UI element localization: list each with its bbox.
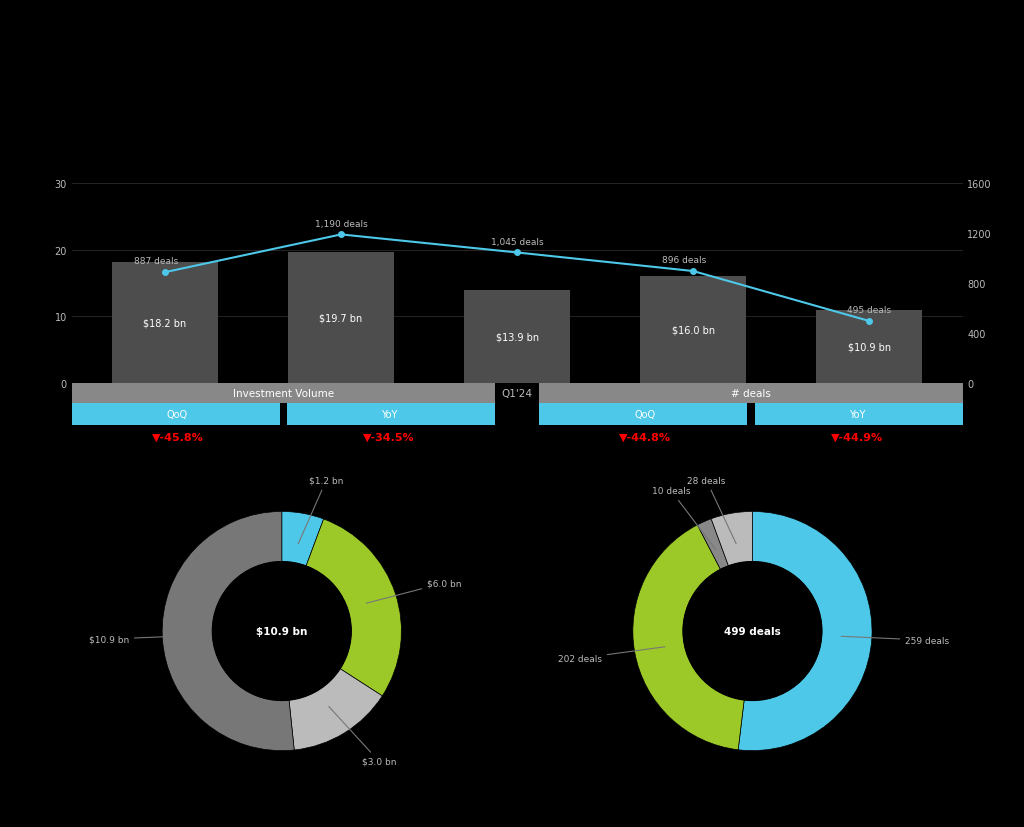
Wedge shape [633,525,744,750]
Text: YoY: YoY [849,409,865,419]
Bar [288,252,394,383]
Text: YoY: YoY [381,409,397,419]
Text: $1.2 bn: $1.2 bn [298,476,343,544]
Text: # deals: # deals [731,389,771,399]
Bar [640,277,746,383]
Circle shape [683,562,822,700]
Text: ▼-44.9%: ▼-44.9% [830,433,883,442]
Text: QoQ: QoQ [635,409,655,419]
Wedge shape [738,512,872,751]
Text: 28 deals: 28 deals [687,476,736,544]
Text: 10 deals: 10 deals [652,487,716,550]
Text: $16.0 bn: $16.0 bn [672,325,715,335]
Text: $18.2 bn: $18.2 bn [143,318,186,327]
Bar [540,383,963,404]
Text: 887 deals: 887 deals [134,257,178,266]
Text: $10.9 bn: $10.9 bn [89,635,193,643]
Wedge shape [697,519,728,570]
Wedge shape [162,512,294,751]
Text: Investment Volume: Investment Volume [232,389,334,399]
Text: ▼-44.8%: ▼-44.8% [620,433,671,442]
Text: $10.9 bn: $10.9 bn [256,626,307,636]
Text: 499 deals: 499 deals [724,626,781,636]
Text: $10.9 bn: $10.9 bn [848,342,891,352]
Text: ▼-45.8%: ▼-45.8% [152,433,204,442]
Text: 1,045 deals: 1,045 deals [490,237,544,246]
Bar [755,404,963,426]
Wedge shape [306,519,401,696]
Bar [816,311,922,383]
Text: $6.0 bn: $6.0 bn [367,579,462,604]
Bar [464,291,570,383]
Bar [72,404,280,426]
Text: $3.0 bn: $3.0 bn [329,706,396,766]
Wedge shape [282,512,324,566]
Wedge shape [711,512,753,566]
Circle shape [212,562,351,700]
Bar [540,404,748,426]
Text: 495 deals: 495 deals [847,306,891,315]
Bar [72,383,495,404]
Bar [287,404,495,426]
Wedge shape [289,669,382,750]
Text: 896 deals: 896 deals [663,256,707,265]
Text: 202 deals: 202 deals [558,647,665,663]
Text: $13.9 bn: $13.9 bn [496,332,539,342]
Text: ▼-34.5%: ▼-34.5% [364,433,415,442]
Text: QoQ: QoQ [167,409,188,419]
Text: 259 deals: 259 deals [841,636,949,645]
Text: $19.7 bn: $19.7 bn [319,313,362,323]
Bar [113,262,218,383]
Text: 1,190 deals: 1,190 deals [314,219,368,228]
